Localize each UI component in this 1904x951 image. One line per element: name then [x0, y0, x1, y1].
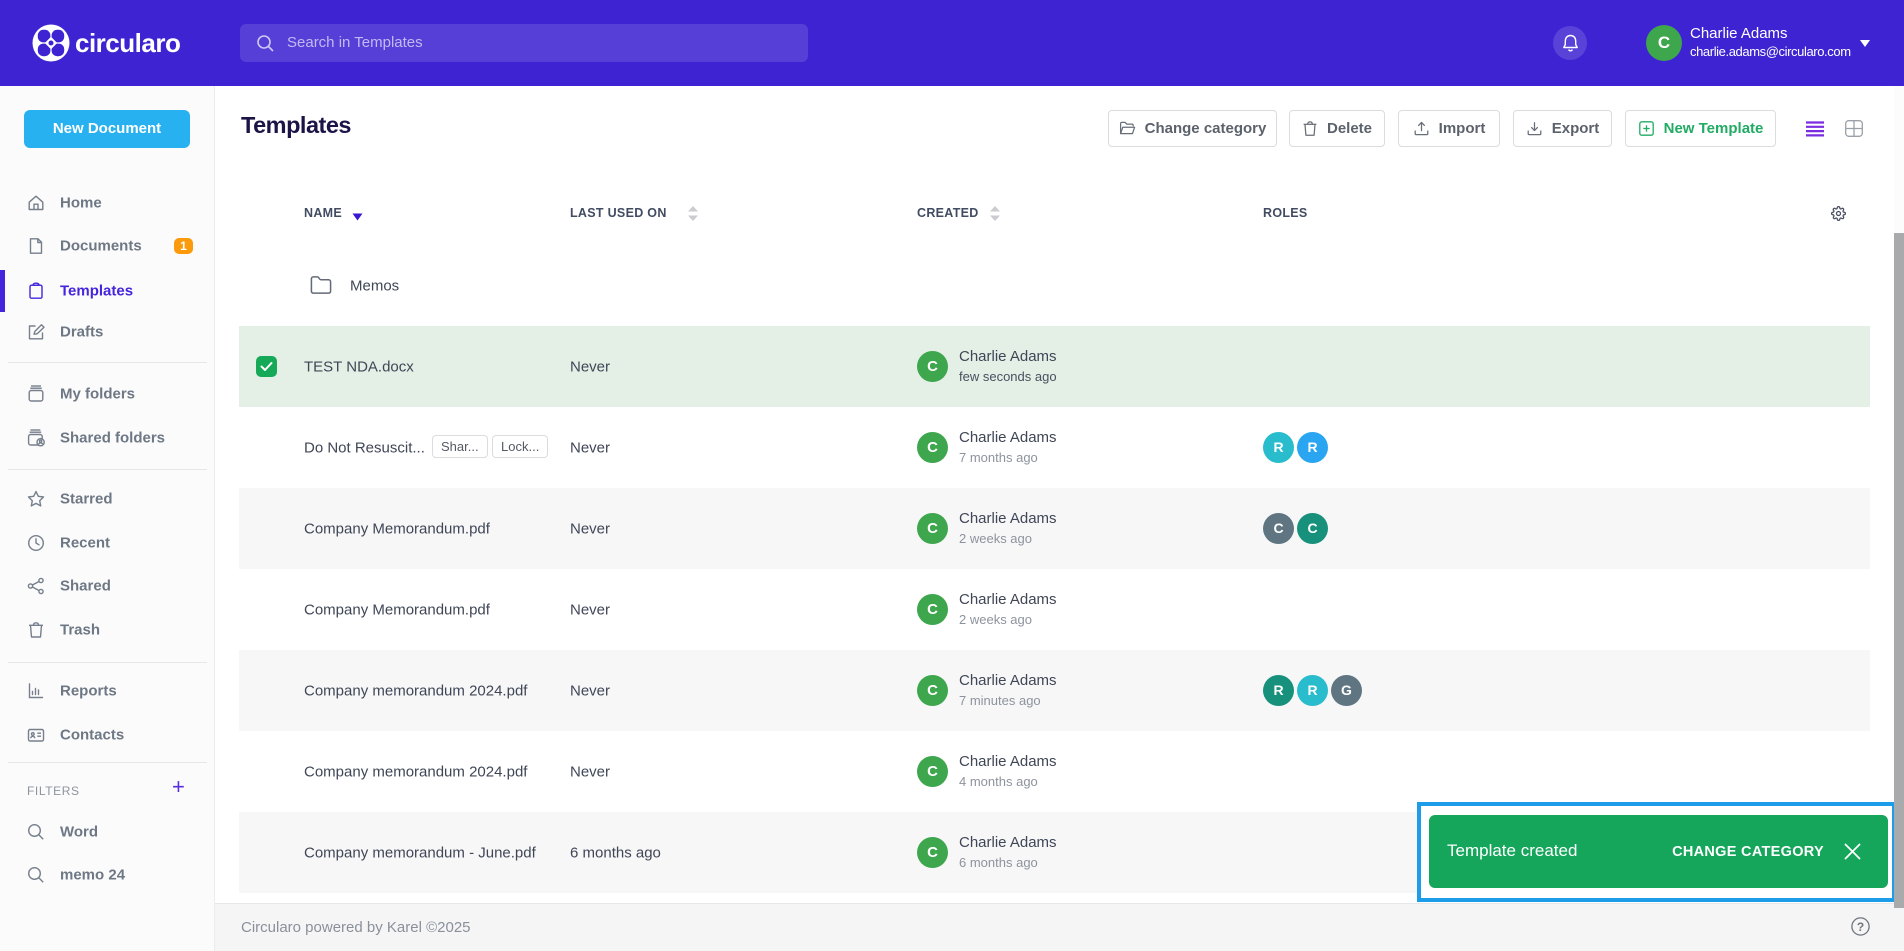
- svg-text:?: ?: [1857, 920, 1864, 934]
